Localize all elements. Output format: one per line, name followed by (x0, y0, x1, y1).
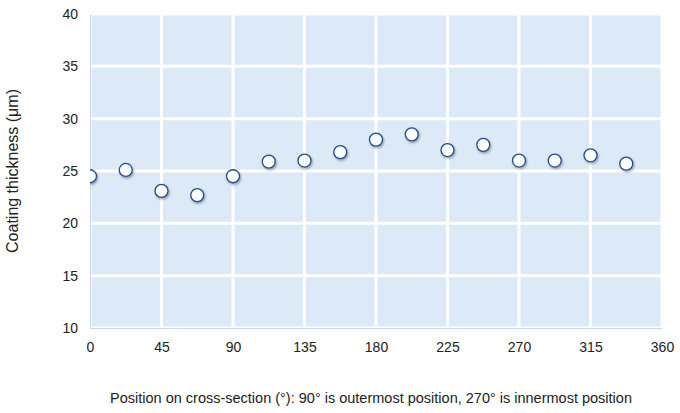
x-tick-label: 315 (579, 339, 603, 355)
x-tick: 180 (365, 328, 389, 355)
y-tick: 35 (62, 58, 90, 74)
x-tick: 270 (508, 328, 532, 355)
y-tick-label: 10 (62, 320, 78, 336)
y-axis-title: Coating thickness (μm) (4, 89, 21, 253)
grid-line (303, 14, 306, 328)
x-tick-label: 0 (87, 339, 95, 355)
points (90, 128, 633, 202)
x-axis-title: Position on cross-section (°): 90° is ou… (110, 390, 632, 406)
point (262, 155, 275, 168)
point (298, 154, 311, 167)
point (227, 170, 240, 183)
y-tick: 15 (62, 268, 90, 284)
point (513, 154, 526, 167)
y-tick-label: 25 (62, 163, 78, 179)
point (191, 189, 204, 202)
x-tick-label: 225 (436, 339, 460, 355)
y-tick-label: 30 (62, 111, 78, 127)
grid (90, 14, 662, 328)
y-tick: 25 (62, 163, 90, 179)
plot-background (90, 14, 662, 328)
x-tick: 360 (651, 328, 675, 355)
x-tick-label: 360 (651, 339, 675, 355)
x-axis: 0 45 90 135 180 225 270 315 360 (87, 328, 675, 355)
x-tick-label: 135 (293, 339, 317, 355)
x-tick: 225 (436, 328, 460, 355)
point (370, 133, 383, 146)
point (90, 170, 97, 183)
grid-line (589, 14, 592, 328)
point (334, 146, 347, 159)
y-tick: 10 (62, 320, 90, 336)
point (405, 128, 418, 141)
x-tick-label: 270 (508, 339, 532, 355)
grid-line (518, 14, 521, 328)
point (584, 149, 597, 162)
x-axis-line (91, 328, 663, 329)
y-tick-label: 15 (62, 268, 78, 284)
x-tick: 90 (226, 328, 242, 355)
x-tick: 315 (579, 328, 603, 355)
grid-line (160, 14, 163, 328)
x-tick-label: 180 (365, 339, 389, 355)
point (441, 144, 454, 157)
y-tick-label: 35 (62, 58, 78, 74)
chart: 0 45 90 135 180 225 270 315 360 10 15 20 25 30 35 40 Pos… (0, 0, 680, 413)
y-tick: 20 (62, 215, 90, 231)
y-axis: 10 15 20 25 30 35 40 (62, 6, 90, 336)
y-tick-label: 20 (62, 215, 78, 231)
x-tick-label: 45 (154, 339, 170, 355)
x-tick: 0 (87, 328, 95, 355)
x-tick-label: 90 (226, 339, 242, 355)
y-tick: 40 (62, 6, 90, 22)
point (119, 163, 132, 176)
y-tick: 30 (62, 111, 90, 127)
point (548, 154, 561, 167)
grid-line (661, 14, 664, 328)
y-tick-label: 40 (62, 6, 78, 22)
grid-line (375, 14, 378, 328)
point (477, 138, 490, 151)
plot: 0 45 90 135 180 225 270 315 360 10 15 20 25 30 35 40 (62, 6, 674, 355)
grid-line (446, 14, 449, 328)
x-tick: 45 (154, 328, 170, 355)
x-tick: 135 (293, 328, 317, 355)
point (620, 157, 633, 170)
point (155, 184, 168, 197)
